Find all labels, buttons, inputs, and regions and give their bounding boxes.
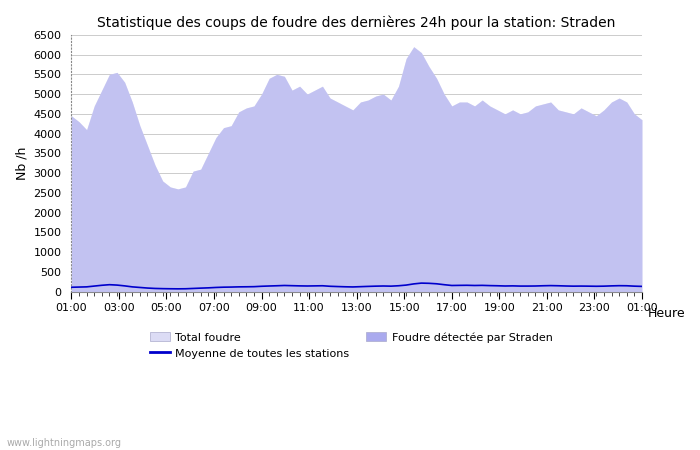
Legend: Total foudre, Moyenne de toutes les stations, Foudre détectée par Straden: Total foudre, Moyenne de toutes les stat…	[146, 328, 557, 363]
Title: Statistique des coups de foudre des dernières 24h pour la station: Straden: Statistique des coups de foudre des dern…	[97, 15, 616, 30]
Text: www.lightningmaps.org: www.lightningmaps.org	[7, 438, 122, 448]
Y-axis label: Nb /h: Nb /h	[15, 147, 28, 180]
Text: Heure: Heure	[648, 307, 685, 320]
